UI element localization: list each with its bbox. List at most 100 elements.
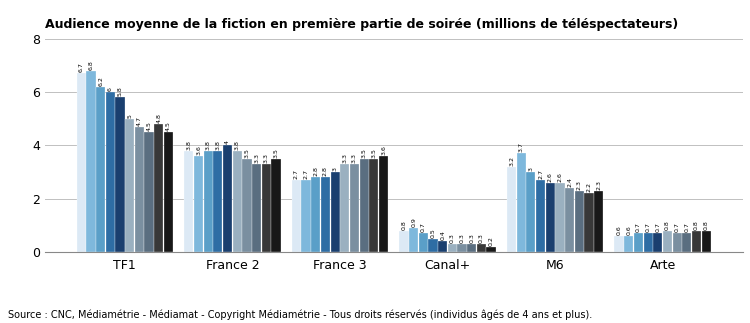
Bar [428, 239, 437, 252]
Text: 3: 3 [333, 167, 338, 171]
Bar [682, 233, 692, 252]
Text: 0.9: 0.9 [411, 217, 416, 227]
Bar [321, 177, 330, 252]
Text: 3.8: 3.8 [186, 140, 191, 150]
Text: 4.5: 4.5 [166, 121, 171, 131]
Bar [86, 71, 95, 252]
Text: 0.7: 0.7 [421, 222, 426, 232]
Bar [673, 233, 682, 252]
Text: 0.3: 0.3 [450, 233, 454, 243]
Text: 5: 5 [128, 114, 132, 118]
Bar [292, 180, 301, 252]
Text: 2.2: 2.2 [586, 182, 592, 192]
Bar [116, 98, 124, 252]
Bar [331, 172, 340, 252]
Text: 2.7: 2.7 [538, 169, 543, 179]
Text: 3.3: 3.3 [342, 153, 347, 163]
Bar [154, 124, 164, 252]
Bar [184, 151, 194, 252]
Text: 3: 3 [529, 167, 533, 171]
Text: 0.7: 0.7 [684, 222, 689, 232]
Bar [584, 193, 593, 252]
Text: 2.4: 2.4 [567, 177, 572, 187]
Text: 2.3: 2.3 [577, 180, 582, 190]
Text: 3.5: 3.5 [244, 148, 250, 158]
Bar [125, 119, 134, 252]
Text: 3.2: 3.2 [509, 156, 514, 166]
Bar [419, 233, 428, 252]
Bar [76, 73, 86, 252]
Text: 0.6: 0.6 [626, 225, 632, 235]
Bar [96, 87, 105, 252]
Bar [194, 156, 203, 252]
Text: 3.8: 3.8 [206, 140, 211, 150]
Text: 0.4: 0.4 [440, 230, 446, 240]
Bar [311, 177, 320, 252]
Text: 3.5: 3.5 [274, 148, 278, 158]
Text: 5.8: 5.8 [118, 87, 122, 96]
Text: 3.5: 3.5 [371, 148, 376, 158]
Text: 6.8: 6.8 [88, 60, 94, 70]
Text: 3.6: 3.6 [196, 145, 201, 155]
Text: 4.8: 4.8 [156, 113, 161, 123]
Bar [517, 153, 526, 252]
Bar [262, 164, 271, 252]
Bar [350, 164, 359, 252]
Text: 4.7: 4.7 [137, 116, 142, 126]
Bar [242, 159, 251, 252]
Text: 0.7: 0.7 [646, 222, 650, 232]
Bar [106, 92, 115, 252]
Bar [458, 244, 466, 252]
Text: 2.3: 2.3 [596, 180, 602, 190]
Text: 0.8: 0.8 [665, 220, 670, 230]
Text: 2.6: 2.6 [548, 172, 553, 182]
Bar [574, 191, 584, 252]
Text: 4: 4 [225, 140, 230, 144]
Text: 0.3: 0.3 [470, 233, 474, 243]
Text: 3.6: 3.6 [381, 145, 386, 155]
Text: 0.5: 0.5 [430, 228, 436, 237]
Text: 0.7: 0.7 [636, 222, 641, 232]
Text: 2.7: 2.7 [294, 169, 299, 179]
Bar [477, 244, 486, 252]
Bar [555, 182, 565, 252]
Bar [135, 127, 144, 252]
Bar [565, 188, 574, 252]
Text: Source : CNC, Médiamétrie - Médiamat - Copyright Médiamétrie - Tous droits réser: Source : CNC, Médiamétrie - Médiamat - C… [8, 309, 592, 320]
Bar [663, 231, 672, 252]
Text: 0.2: 0.2 [488, 236, 494, 245]
Bar [340, 164, 350, 252]
Text: 3.7: 3.7 [519, 142, 524, 152]
Bar [507, 167, 516, 252]
Bar [252, 164, 261, 252]
Text: 0.8: 0.8 [401, 220, 406, 230]
Bar [701, 231, 711, 252]
Bar [232, 151, 242, 252]
Bar [369, 159, 379, 252]
Bar [692, 231, 701, 252]
Text: 0.6: 0.6 [616, 225, 622, 235]
Bar [644, 233, 652, 252]
Bar [213, 151, 223, 252]
Text: 3.8: 3.8 [235, 140, 240, 150]
Text: 0.7: 0.7 [675, 222, 680, 232]
Bar [594, 191, 603, 252]
Bar [302, 180, 310, 252]
Bar [634, 233, 643, 252]
Text: 2.7: 2.7 [304, 169, 308, 179]
Text: 0.3: 0.3 [479, 233, 484, 243]
Bar [164, 132, 173, 252]
Bar [526, 172, 536, 252]
Bar [487, 247, 496, 252]
Text: 2.8: 2.8 [323, 166, 328, 176]
Text: 4.5: 4.5 [146, 121, 152, 131]
Bar [448, 244, 457, 252]
Text: 3.3: 3.3 [352, 153, 357, 163]
Text: 6.2: 6.2 [98, 76, 104, 86]
Bar [399, 231, 409, 252]
Text: 6: 6 [108, 87, 112, 91]
Bar [203, 151, 213, 252]
Text: Audience moyenne de la fiction en première partie de soirée (millions de téléspe: Audience moyenne de la fiction en premiè… [45, 18, 678, 31]
Text: 0.7: 0.7 [656, 222, 660, 232]
Bar [624, 236, 633, 252]
